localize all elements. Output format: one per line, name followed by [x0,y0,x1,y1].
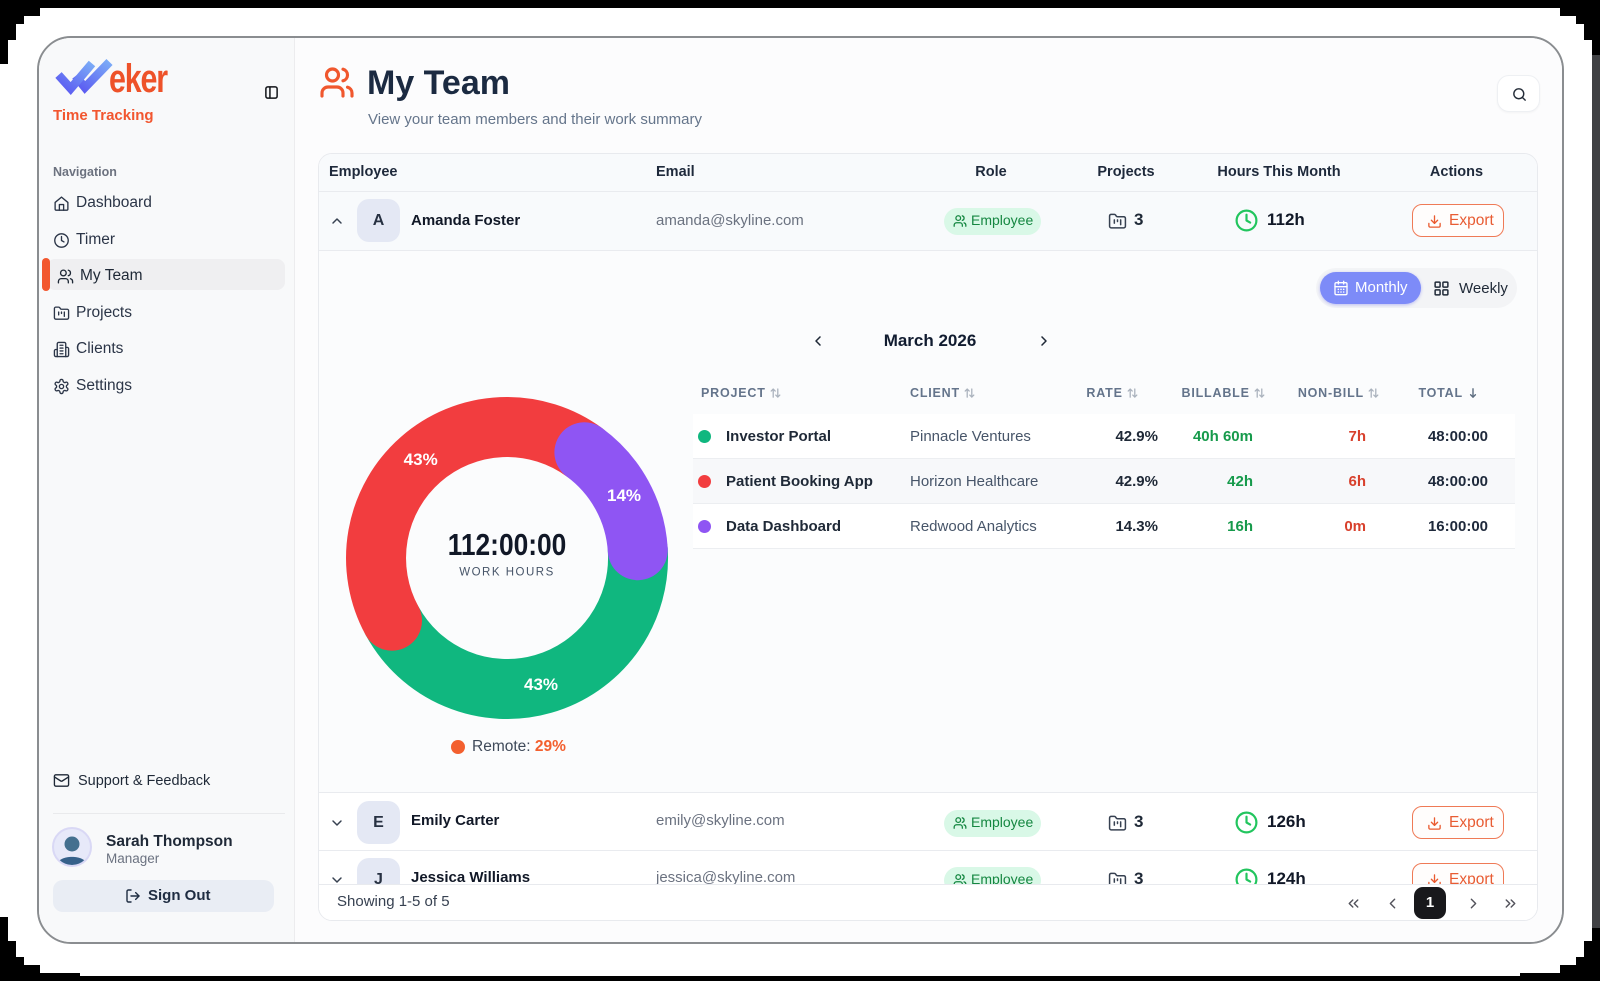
svg-text:14%: 14% [607,486,641,505]
svg-text:43%: 43% [524,675,558,694]
svg-text:WORK HOURS: WORK HOURS [459,567,555,579]
svg-text:43%: 43% [404,450,438,469]
svg-text:112:00:00: 112:00:00 [448,528,567,562]
